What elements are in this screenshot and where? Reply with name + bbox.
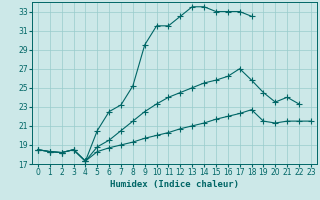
- X-axis label: Humidex (Indice chaleur): Humidex (Indice chaleur): [110, 180, 239, 189]
